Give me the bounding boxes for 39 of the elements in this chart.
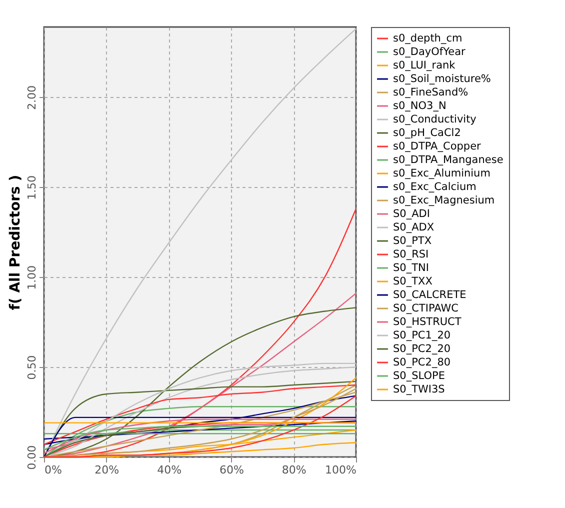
legend-label: S0_PTX [393, 235, 432, 247]
legend-label: S0_RSI [393, 248, 429, 260]
y-tick-label: 0.00 [26, 445, 38, 470]
y-tick-label: 0.50 [26, 355, 38, 380]
legend-label: s0_DTPA_Copper [393, 140, 482, 152]
legend-label: S0_SLOPE [393, 370, 445, 382]
x-tick-label: 60% [219, 464, 244, 476]
y-tick-label: 1.50 [26, 175, 38, 200]
legend-label: S0_HSTRUCT [393, 316, 462, 328]
legend-label: s0_Soil_moisture% [393, 73, 491, 85]
legend-label: s0_Exc_Aluminium [393, 168, 490, 180]
x-tick-label: 100% [325, 464, 356, 476]
legend-label: s0_DayOfYear [393, 46, 466, 58]
legend-label: S0_CALCRETE [393, 289, 466, 301]
legend-label: s0_LUI_rank [393, 60, 456, 72]
legend-label: S0_ADI [393, 208, 430, 220]
x-tick-label: 20% [94, 464, 120, 476]
legend-label: s0_Exc_Calcium [393, 181, 476, 193]
y-tick-label: 1.00 [26, 265, 38, 290]
legend-label: S0_CTIPAWC [393, 302, 458, 314]
legend-label: s0_Exc_Magnesium [393, 194, 495, 206]
legend-label: S0_TNI [393, 262, 429, 274]
x-tick-label: 40% [157, 464, 182, 476]
legend-label: S0_TWI3S [393, 384, 446, 396]
x-tick-label: 80% [282, 464, 306, 476]
y-axis-title: f( All Predictors ) [8, 174, 24, 310]
y-tick-label: 2.00 [26, 85, 38, 110]
legend-label: s0_depth_cm [393, 32, 462, 44]
legend-label: s0_FineSand% [393, 86, 468, 98]
legend-label: S0_TXX [393, 276, 432, 288]
legend-label: s0_NO3_N [393, 100, 446, 112]
legend-label: s0_DTPA_Manganese [393, 154, 504, 166]
legend-label: S0_PC1_20 [393, 330, 451, 342]
legend-label: S0_ADX [393, 222, 434, 234]
legend-label: S0_PC2_80 [393, 356, 451, 368]
legend-label: s0_Conductivity [393, 114, 476, 126]
legend-label: s0_pH_CaCl2 [393, 127, 461, 139]
legend-label: S0_PC2_20 [393, 343, 451, 355]
x-tick-label: 0% [44, 464, 62, 476]
